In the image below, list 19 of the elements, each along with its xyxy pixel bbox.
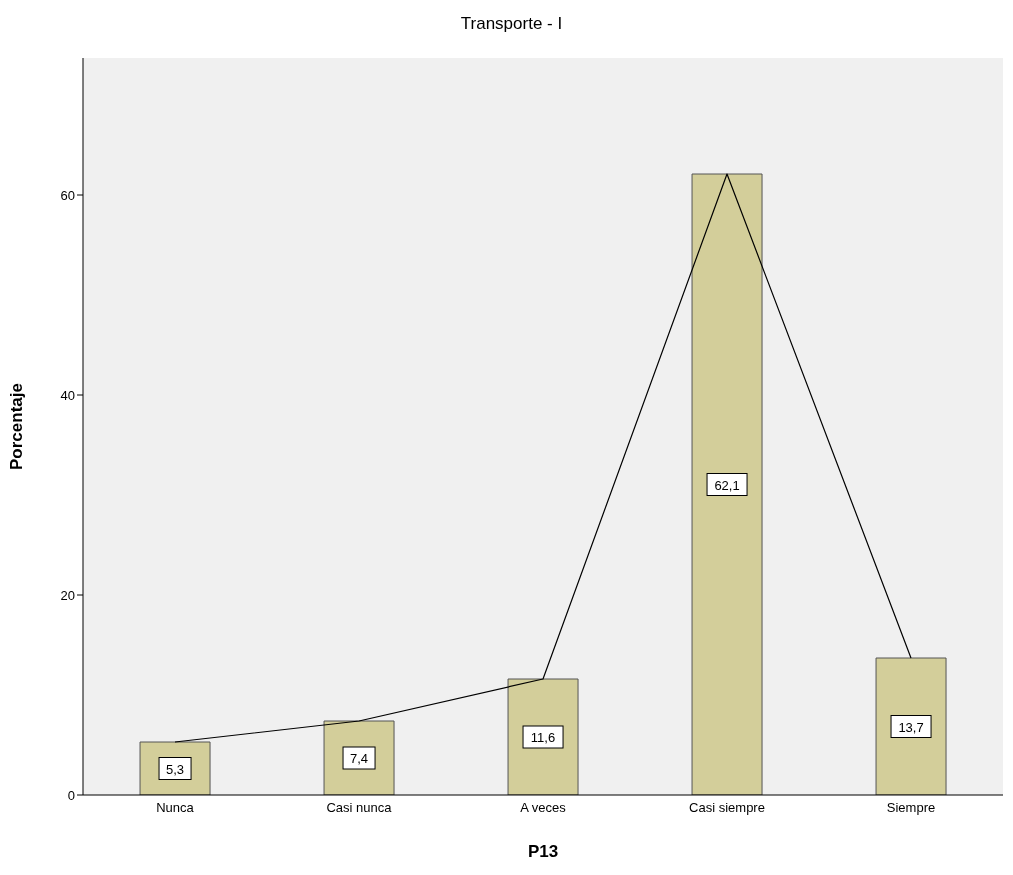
- x-tick-label: Casi nunca: [326, 800, 393, 816]
- bar: [691, 173, 763, 795]
- bar: [875, 657, 947, 795]
- y-tick-label: 60: [60, 187, 75, 203]
- data-label: 62,1: [714, 477, 740, 493]
- y-tick-label: 40: [60, 387, 75, 403]
- x-tick-label: Casi siempre: [689, 800, 765, 816]
- y-tick-label: 20: [60, 587, 75, 603]
- chart-title: Transporte - I: [459, 13, 564, 35]
- x-axis-title: P13: [527, 842, 559, 861]
- x-tick-label: Siempre: [886, 800, 936, 816]
- data-label: 5,3: [166, 761, 185, 777]
- data-label: 7,4: [350, 751, 369, 766]
- x-tick-label: A veces: [520, 800, 567, 816]
- y-tick-label: 0: [67, 787, 75, 803]
- y-axis-title: Porcentaje: [7, 383, 27, 470]
- x-tick-label: Nunca: [156, 800, 195, 816]
- data-label: 11,6: [530, 730, 556, 745]
- data-label: 13,7: [898, 719, 924, 735]
